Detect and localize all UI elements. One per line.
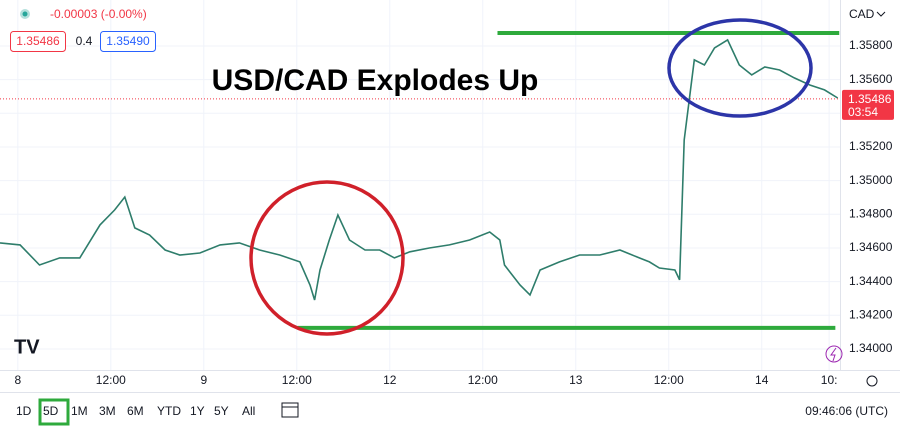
buy-box[interactable] (100, 31, 156, 52)
blue-circle (667, 18, 813, 118)
y-tick-label: 1.34000 (849, 341, 893, 355)
range-button[interactable]: YTD (157, 404, 181, 418)
x-tick-label: 9 (200, 373, 207, 387)
x-tick-label: 12:00 (468, 373, 498, 387)
x-tick-label: 10: (821, 373, 838, 387)
y-tick-label: 1.35000 (849, 173, 893, 187)
range-button[interactable]: 6M (127, 404, 144, 418)
calendar-icon[interactable] (281, 402, 299, 418)
ask[interactable]: 1.35490 (106, 34, 150, 48)
y-tick-label: 1.35200 (849, 139, 893, 153)
x-tick-label: 12 (383, 373, 397, 387)
x-tick-label: 8 (14, 373, 21, 387)
clock: 09:46:06 (UTC) (805, 404, 888, 418)
range-button[interactable]: 5Y (214, 404, 229, 418)
range-button[interactable]: 1M (71, 404, 88, 418)
y-tick-label: 1.34400 (849, 274, 893, 288)
y-tick-label: 1.34600 (849, 240, 893, 254)
alert-icon[interactable] (825, 345, 843, 363)
grid (0, 0, 840, 370)
plot (0, 30, 840, 330)
x-tick-label: 13 (569, 373, 583, 387)
price-line (0, 38, 839, 301)
currency[interactable]: CAD (849, 7, 875, 21)
logo: TV (14, 336, 40, 358)
y-tick-label: 1.34200 (849, 307, 893, 321)
price-tag (842, 89, 894, 120)
x-tick-label: 14 (755, 373, 769, 387)
range-button[interactable]: 3M (99, 404, 116, 418)
y-tick-label: 1.35800 (849, 38, 893, 52)
y-tick-label: 1.34800 (849, 206, 893, 220)
range-button[interactable]: 1Y (190, 404, 205, 418)
alert-bolt (830, 347, 837, 362)
bid[interactable]: 1.35486 (16, 34, 60, 48)
sell-box[interactable] (10, 31, 66, 52)
status-dot (22, 11, 28, 17)
price-tag-price: 1.35486 (848, 92, 892, 106)
toolbar: 1D 5D 1M 3M 6M YTD 1Y 5Y All (16, 398, 255, 426)
settings-icon[interactable] (866, 375, 878, 387)
spread: 0.4 (76, 34, 93, 48)
x-tick-label: 12:00 (282, 373, 312, 387)
range-button[interactable]: 5D (43, 404, 59, 418)
x-tick-label: 12:00 (96, 373, 126, 387)
y-tick-label: 1.35600 (849, 72, 893, 86)
red-circle (249, 180, 405, 336)
range-button[interactable]: All (242, 404, 255, 418)
range-button[interactable]: 1D (16, 404, 32, 418)
change: -0.00003 (-0.00%) (50, 7, 147, 21)
price-tag-countdown: 03:54 (848, 105, 878, 119)
x-tick-label: 12:00 (654, 373, 684, 387)
currency-caret[interactable] (876, 11, 886, 17)
range-active-box[interactable] (38, 398, 70, 426)
chart-title: USD/CAD Explodes Up (212, 64, 539, 97)
